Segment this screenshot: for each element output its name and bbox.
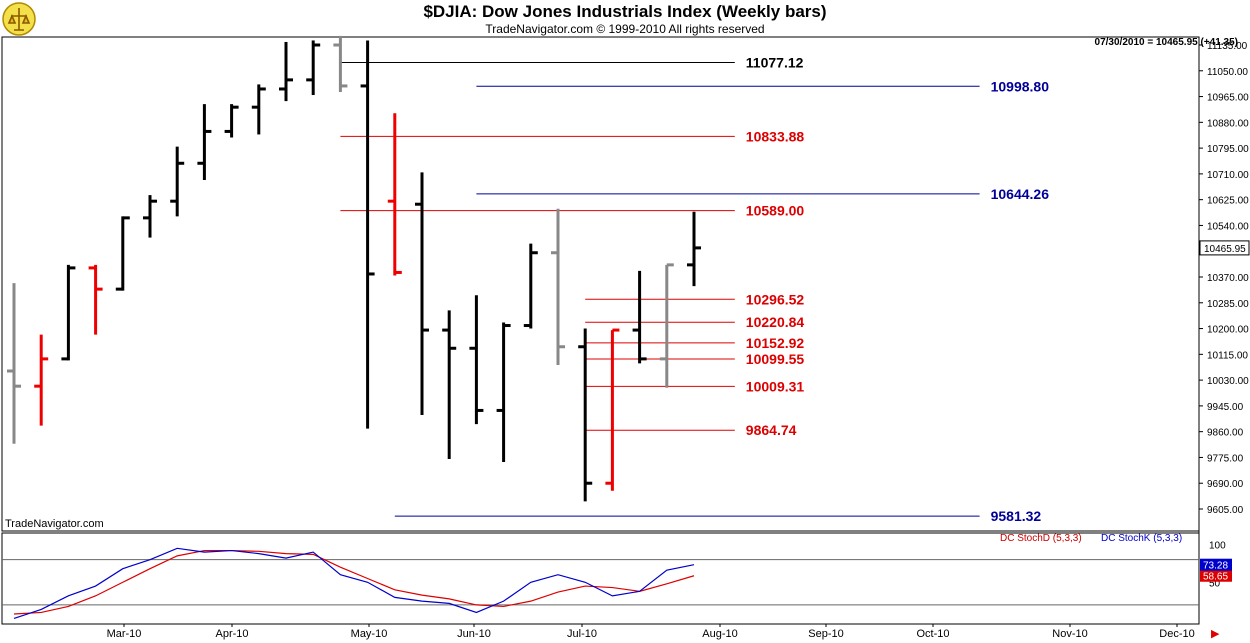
price-bar — [632, 270, 647, 364]
x-tick-label: Sep-10 — [808, 628, 843, 640]
oscillator-y-tick: 50 — [1209, 578, 1221, 589]
level-label-10: 9864.74 — [746, 422, 797, 438]
x-tick-label: Jun-10 — [457, 628, 491, 640]
y-tick-label: 10030.00 — [1207, 376, 1249, 387]
price-bar — [605, 328, 620, 491]
watermark-text: TradeNavigator.com — [5, 518, 104, 530]
level-label-11: 9581.32 — [991, 508, 1042, 524]
y-tick-label: 10200.00 — [1207, 325, 1249, 336]
price-bar — [224, 104, 239, 138]
oscillator-value-badge — [1200, 569, 1232, 582]
y-tick-label: 10965.00 — [1207, 93, 1249, 104]
level-label-5: 10296.52 — [746, 291, 805, 307]
x-tick-label: Aug-10 — [702, 628, 737, 640]
last-price-label: 10465.95 — [1204, 244, 1246, 255]
price-bar — [551, 208, 565, 365]
y-tick-label: 10880.00 — [1207, 118, 1249, 129]
level-label-9: 10009.31 — [746, 378, 805, 394]
level-label-6: 10220.84 — [746, 314, 805, 330]
oscillator-y-tick: 100 — [1209, 541, 1226, 552]
y-tick-label: 10710.00 — [1207, 170, 1249, 181]
y-tick-label: 9690.00 — [1207, 479, 1244, 490]
level-label-3: 10644.26 — [991, 186, 1050, 202]
level-label-4: 10589.00 — [746, 203, 805, 219]
price-bar — [279, 41, 293, 102]
price-bar — [687, 211, 701, 287]
y-tick-label: 9775.00 — [1207, 453, 1244, 464]
stoch-d-label: DC StochD (5,3,3) — [1000, 533, 1082, 544]
price-bar — [387, 113, 402, 276]
x-tick-label: Mar-10 — [107, 628, 142, 640]
y-tick-label: 10370.00 — [1207, 273, 1249, 284]
scroll-right-arrow-icon[interactable]: ▶ — [1211, 628, 1220, 640]
chart-subtitle: TradeNavigator.com © 1999-2010 All right… — [485, 22, 765, 36]
oscillator-series-line — [13, 547, 695, 620]
y-tick-label: 10540.00 — [1207, 221, 1249, 232]
last-quote: 07/30/2010 = 10465.95 (+41.35) — [1094, 37, 1238, 48]
oscillator-value-label: 58.65 — [1203, 572, 1228, 583]
last-price-badge — [1199, 240, 1250, 256]
y-tick-label: 9605.00 — [1207, 505, 1244, 516]
price-bar — [143, 195, 157, 238]
level-label-8: 10099.55 — [746, 351, 805, 367]
price-bar — [415, 172, 429, 415]
price-bar — [61, 264, 76, 361]
chart-title: $DJIA: Dow Jones Industrials Index (Week… — [423, 2, 827, 21]
y-tick-label: 10625.00 — [1207, 196, 1249, 207]
stoch-k-label: DC StochK (5,3,3) — [1101, 533, 1183, 544]
price-bar — [88, 264, 103, 335]
tradenavigator-logo-icon — [2, 2, 36, 36]
level-label-1: 10998.80 — [991, 78, 1050, 94]
price-bar — [306, 40, 321, 96]
price-bar — [7, 283, 21, 444]
x-tick-label: Oct-10 — [916, 628, 949, 640]
y-tick-label: 9945.00 — [1207, 402, 1244, 413]
y-tick-label: 10795.00 — [1207, 144, 1249, 155]
x-tick-label: Dec-10 — [1159, 628, 1194, 640]
oscillator-panel-frame — [1, 532, 1200, 625]
price-bar — [333, 35, 348, 93]
price-bar — [251, 84, 266, 135]
price-bar — [170, 146, 185, 217]
x-tick-label: Apr-10 — [215, 628, 248, 640]
price-bar — [496, 322, 511, 462]
price-bar — [469, 295, 484, 425]
y-tick-label: 11135.00 — [1207, 41, 1248, 52]
y-tick-label: 10115.00 — [1207, 350, 1248, 361]
y-tick-label: 9860.00 — [1207, 428, 1244, 439]
oscillator-series-line — [13, 549, 695, 615]
price-bar — [578, 328, 593, 502]
price-bar — [659, 263, 674, 388]
price-panel-frame — [1, 36, 1200, 532]
x-tick-label: May-10 — [351, 628, 388, 640]
x-tick-label: Jul-10 — [567, 628, 597, 640]
level-label-2: 10833.88 — [746, 128, 805, 144]
y-tick-label: 11050.00 — [1207, 67, 1248, 78]
oscillator-value-label: 73.28 — [1203, 561, 1228, 572]
level-label-0: 11077.12 — [746, 55, 804, 71]
y-tick-label: 10285.00 — [1207, 299, 1249, 310]
level-label-7: 10152.92 — [746, 335, 805, 351]
oscillator-value-badge — [1200, 558, 1232, 571]
x-tick-label: Nov-10 — [1052, 628, 1087, 640]
price-bar — [115, 216, 130, 291]
price-bar — [442, 310, 457, 459]
price-bar — [360, 40, 375, 429]
price-bar — [34, 334, 49, 426]
price-bar — [197, 104, 212, 180]
price-bar — [523, 243, 538, 329]
